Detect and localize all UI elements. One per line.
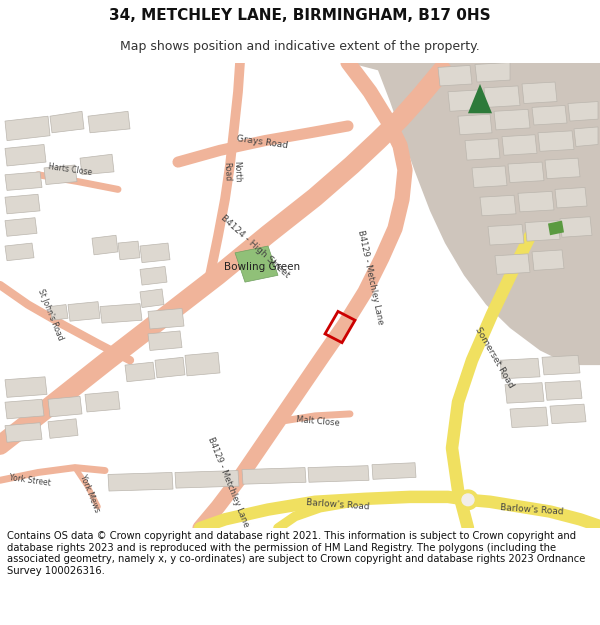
Polygon shape [545, 381, 582, 400]
Polygon shape [372, 462, 416, 479]
Text: North
Road: North Road [222, 161, 242, 183]
Text: St John's Road: St John's Road [35, 288, 64, 341]
Polygon shape [348, 62, 600, 365]
Polygon shape [518, 191, 554, 212]
Circle shape [458, 490, 478, 509]
Polygon shape [140, 243, 170, 262]
Polygon shape [85, 391, 120, 412]
Polygon shape [548, 221, 564, 235]
Polygon shape [308, 466, 369, 482]
Polygon shape [5, 422, 42, 442]
Polygon shape [480, 195, 516, 216]
Polygon shape [550, 404, 586, 424]
Polygon shape [555, 188, 587, 208]
Text: York Mews: York Mews [79, 474, 101, 514]
Polygon shape [92, 235, 118, 255]
Polygon shape [48, 396, 82, 417]
Text: Grays Road: Grays Road [236, 134, 288, 151]
Polygon shape [574, 127, 598, 146]
Text: Harts Close: Harts Close [47, 162, 92, 177]
Polygon shape [500, 358, 540, 379]
Polygon shape [5, 194, 40, 214]
Text: Malt Close: Malt Close [296, 416, 340, 428]
Text: B4124 - High Street: B4124 - High Street [219, 213, 291, 279]
Polygon shape [495, 254, 530, 274]
Polygon shape [5, 217, 37, 236]
Polygon shape [148, 309, 184, 329]
Polygon shape [488, 224, 524, 245]
Text: Barlow's Road: Barlow's Road [500, 503, 564, 516]
Text: Barlow's Road: Barlow's Road [306, 498, 370, 511]
Polygon shape [494, 109, 530, 130]
Text: Map shows position and indicative extent of the property.: Map shows position and indicative extent… [120, 41, 480, 53]
Polygon shape [155, 357, 185, 377]
Polygon shape [5, 377, 47, 398]
Polygon shape [140, 289, 164, 308]
Text: 34, METCHLEY LANE, BIRMINGHAM, B17 0HS: 34, METCHLEY LANE, BIRMINGHAM, B17 0HS [109, 8, 491, 23]
Polygon shape [465, 139, 500, 160]
Polygon shape [48, 419, 78, 438]
Polygon shape [532, 250, 564, 271]
Polygon shape [508, 162, 544, 182]
Polygon shape [5, 399, 44, 419]
Text: Contains OS data © Crown copyright and database right 2021. This information is : Contains OS data © Crown copyright and d… [7, 531, 586, 576]
Text: B4129 - Metchley Lane: B4129 - Metchley Lane [206, 436, 250, 529]
Polygon shape [44, 165, 77, 184]
Polygon shape [140, 266, 167, 285]
Polygon shape [545, 158, 580, 179]
Polygon shape [484, 86, 520, 107]
Polygon shape [522, 82, 557, 104]
Polygon shape [468, 84, 492, 113]
Polygon shape [108, 472, 173, 491]
Polygon shape [438, 66, 472, 86]
Polygon shape [458, 114, 492, 135]
Polygon shape [472, 166, 507, 188]
Polygon shape [148, 331, 182, 351]
Polygon shape [568, 101, 598, 121]
Polygon shape [88, 111, 130, 132]
Text: Bowling Green: Bowling Green [224, 262, 300, 272]
Polygon shape [5, 116, 50, 141]
Polygon shape [68, 302, 100, 321]
Polygon shape [125, 362, 155, 382]
Polygon shape [5, 144, 46, 166]
Polygon shape [542, 356, 580, 375]
Polygon shape [475, 62, 510, 82]
Polygon shape [100, 304, 142, 323]
Polygon shape [185, 352, 220, 376]
Polygon shape [5, 243, 34, 261]
Polygon shape [538, 131, 574, 151]
Polygon shape [235, 246, 278, 282]
Polygon shape [242, 468, 306, 484]
Polygon shape [525, 221, 560, 241]
Polygon shape [175, 471, 239, 488]
Polygon shape [502, 135, 537, 155]
Polygon shape [50, 304, 68, 320]
Polygon shape [532, 106, 567, 125]
Polygon shape [80, 154, 114, 175]
Polygon shape [510, 407, 548, 428]
Polygon shape [560, 217, 592, 238]
Text: York Street: York Street [9, 473, 51, 488]
Polygon shape [118, 241, 140, 259]
Circle shape [462, 494, 474, 506]
Polygon shape [448, 90, 482, 111]
Polygon shape [505, 382, 544, 403]
Polygon shape [5, 172, 42, 191]
Text: B4129 - Metchley Lane: B4129 - Metchley Lane [356, 229, 385, 326]
Polygon shape [50, 111, 84, 132]
Text: Somerset Road: Somerset Road [473, 325, 515, 389]
